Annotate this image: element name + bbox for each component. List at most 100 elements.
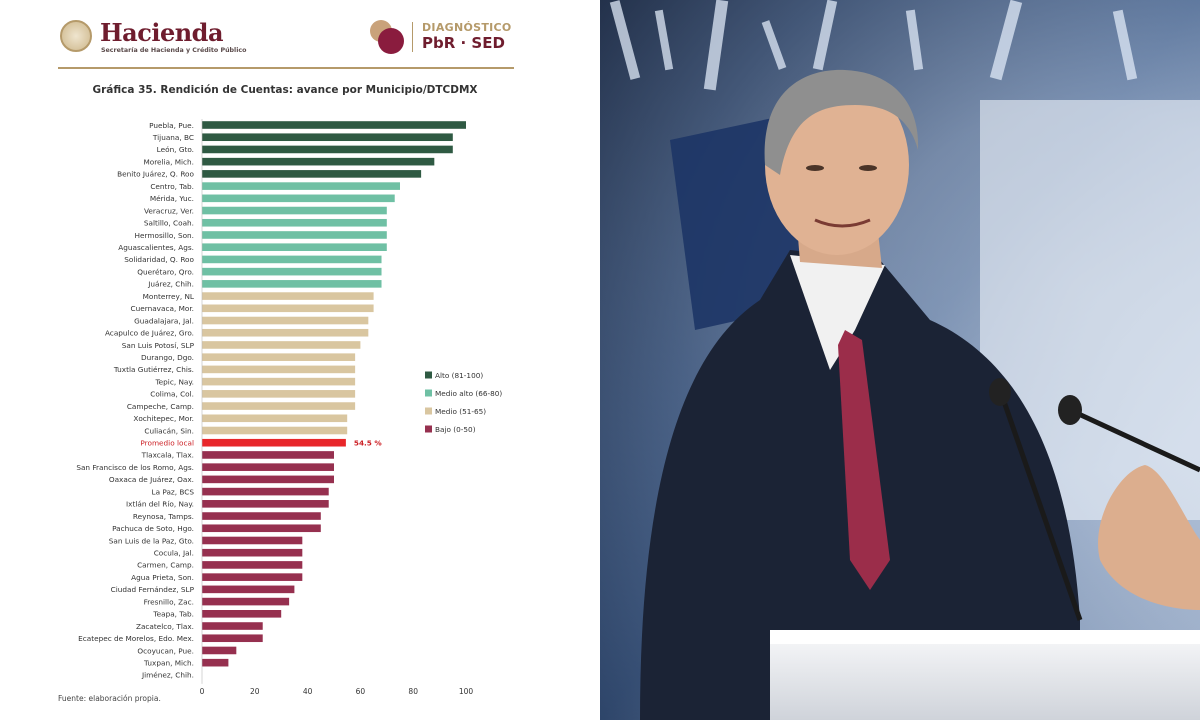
bar-label: Aguascalientes, Ags. <box>118 243 194 252</box>
bar <box>202 194 395 203</box>
bar <box>202 451 334 459</box>
x-tick-label: 60 <box>356 687 366 696</box>
brand-title: Hacienda <box>100 18 224 47</box>
bar <box>202 487 329 496</box>
bar-label: Jiménez, Chih. <box>141 671 194 680</box>
bar-label: Xochitepec, Mor. <box>133 414 194 423</box>
bar <box>202 500 329 508</box>
pbr-circle-icon <box>378 28 404 54</box>
x-tick-label: 40 <box>303 687 313 696</box>
bar <box>202 536 303 545</box>
badge-line1: DIAGNÓSTICO <box>422 21 512 34</box>
bar <box>202 316 369 325</box>
bar <box>202 292 374 300</box>
bar <box>202 182 400 190</box>
bar-label: Veracruz, Ver. <box>144 206 194 215</box>
bar <box>202 512 321 520</box>
bar-label: Solidaridad, Q. Roo <box>124 255 194 264</box>
bar <box>202 255 382 264</box>
brand-subtitle: Secretaría de Hacienda y Crédito Público <box>101 47 247 54</box>
bar <box>202 304 374 313</box>
bar <box>202 548 303 557</box>
legend-swatch <box>425 407 432 415</box>
bar-label: San Luis Potosí, SLP <box>122 341 195 350</box>
bar <box>202 377 356 386</box>
bar <box>202 353 356 361</box>
bar-label: Fresnillo, Zac. <box>144 597 194 606</box>
bar-label: Tuxtla Gutiérrez, Chis. <box>113 365 194 374</box>
footnote: Fuente: elaboración propia. <box>58 694 161 703</box>
x-tick-label: 20 <box>250 687 260 696</box>
bar-label: Centro, Tab. <box>150 182 194 191</box>
legend-swatch <box>425 371 432 379</box>
x-tick-label: 80 <box>408 687 418 696</box>
hacienda-logo: Hacienda Secretaría de Hacienda y Crédit… <box>60 18 260 58</box>
chart-title: Gráfica 35. Rendición de Cuentas: avance… <box>92 84 478 96</box>
bar-label: Oaxaca de Juárez, Oax. <box>109 475 194 484</box>
bar <box>202 475 334 484</box>
bar <box>202 573 303 581</box>
bar <box>202 218 387 227</box>
x-tick-label: 100 <box>459 687 474 696</box>
bar <box>202 121 466 129</box>
bar <box>202 328 369 337</box>
speaker-photo-illustration <box>600 0 1200 720</box>
bar-label: Ecatepec de Morelos, Edo. Mex. <box>78 634 194 643</box>
bar-label: Teapa, Tab. <box>152 610 194 619</box>
bar <box>202 646 237 655</box>
bar-label: Agua Prieta, Son. <box>131 573 194 582</box>
bar-label: Tlaxcala, Tlax. <box>141 451 194 460</box>
bar-label: Hermosillo, Son. <box>135 231 194 240</box>
bar <box>202 610 282 618</box>
bar-label: Monterrey, NL <box>143 292 195 301</box>
header-divider <box>58 67 514 69</box>
bar <box>202 561 303 569</box>
bar <box>202 243 387 251</box>
bar-label: San Francisco de los Romo, Ags. <box>76 463 194 472</box>
bar-label: Reynosa, Tamps. <box>133 512 194 521</box>
bar <box>202 365 356 374</box>
bar <box>202 658 229 667</box>
bar-label: León, Gto. <box>157 145 194 154</box>
bar <box>202 390 356 398</box>
bar-label: Tepic, Nay. <box>154 377 194 386</box>
bar-label: Mérida, Yuc. <box>150 194 194 203</box>
bar <box>202 341 361 349</box>
bar-label: Durango, Dgo. <box>141 353 194 362</box>
bar-label: Benito Juárez, Q. Roo <box>117 170 194 179</box>
bar-label: La Paz, BCS <box>152 487 195 496</box>
bar <box>202 463 334 471</box>
bar-label: Puebla, Pue. <box>149 121 194 130</box>
chart-panel: Hacienda Secretaría de Hacienda y Crédit… <box>58 18 514 703</box>
x-tick-label: 0 <box>200 687 205 696</box>
bar <box>202 634 263 643</box>
legend-label: Bajo (0-50) <box>435 425 476 434</box>
bar-label: Ciudad Fernández, SLP <box>111 585 195 594</box>
bar-label: Ocoyucan, Pue. <box>137 646 194 655</box>
bar <box>202 622 263 630</box>
badge-line2: PbR · SED <box>422 34 505 52</box>
bar-label: Querétaro, Qro. <box>137 267 194 276</box>
bar-label: Zacatelco, Tlax. <box>136 622 194 631</box>
logo-divider <box>412 22 413 52</box>
bar-label: Promedio local <box>140 439 194 448</box>
bar-label: Ixtlán del Río, Nay. <box>126 500 194 509</box>
bar-label: Acapulco de Juárez, Gro. <box>105 329 194 338</box>
bar-label: Colima, Col. <box>150 390 194 399</box>
bar <box>202 438 346 447</box>
bar <box>202 402 356 410</box>
bar-label: Cocula, Jal. <box>154 549 194 558</box>
legend-label: Medio alto (66-80) <box>435 389 502 398</box>
bar <box>202 170 422 178</box>
legend-label: Medio (51-65) <box>435 407 486 416</box>
bar-label: Juárez, Chih. <box>147 280 194 289</box>
promedio-data-label: 54.5 % <box>354 439 383 448</box>
bar <box>202 157 435 166</box>
speaker-photo <box>600 0 1200 720</box>
bar <box>202 597 290 606</box>
mexico-emblem-icon <box>60 20 92 52</box>
bar <box>202 414 348 423</box>
bar <box>202 133 453 142</box>
bar <box>202 267 382 276</box>
bar-label: Campeche, Camp. <box>127 402 194 411</box>
